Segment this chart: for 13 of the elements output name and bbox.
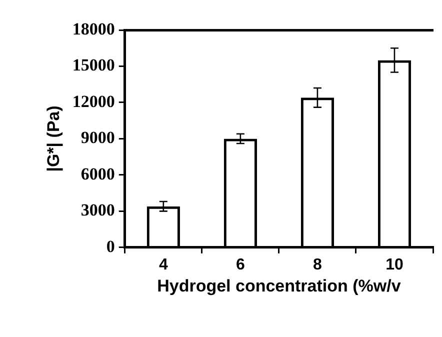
y-tick-label: 9000 (80, 128, 115, 148)
y-axis-title: |G*| (Pa) (44, 106, 63, 172)
x-tick-label: 10 (386, 256, 404, 274)
y-tick-label: 3000 (80, 200, 115, 220)
y-tick-label: 18000 (72, 19, 115, 38)
y-tick-label: 12000 (72, 92, 115, 111)
x-tick-label: 8 (313, 256, 322, 274)
y-tick-label: 0 (106, 236, 115, 256)
y-tick-label: 6000 (80, 164, 115, 184)
y-tick-label: 15000 (72, 56, 115, 75)
x-tick-label: 4 (158, 256, 168, 274)
x-tick-label: 6 (236, 256, 245, 274)
x-axis-title: Hydrogel concentration (%w/v (157, 276, 402, 296)
